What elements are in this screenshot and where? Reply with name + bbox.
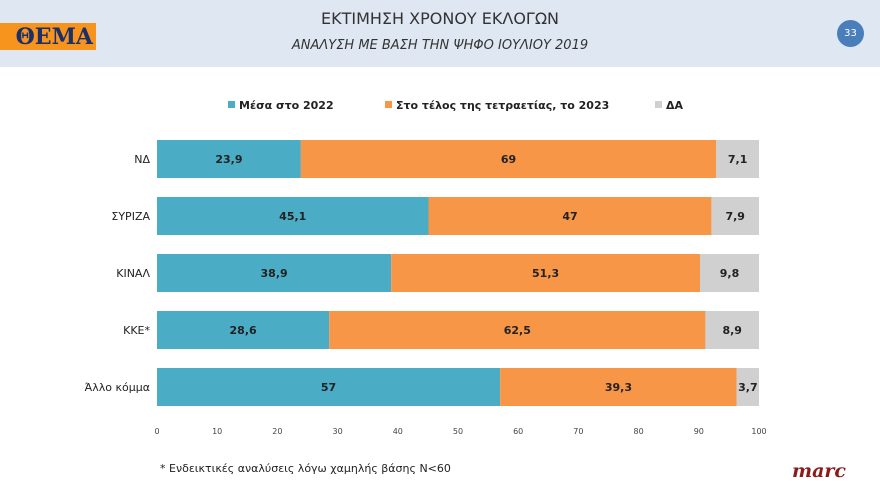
legend-swatch	[385, 101, 392, 108]
data-label: 28,6	[230, 324, 257, 337]
x-tick-label: 80	[634, 427, 644, 436]
page-number-badge: 33	[837, 20, 864, 47]
x-tick-label: 90	[694, 427, 704, 436]
data-label: 45,1	[279, 210, 306, 223]
bar-segment	[300, 140, 717, 178]
data-label: 8,9	[722, 324, 742, 337]
x-tick-label: 70	[573, 427, 583, 436]
legend-label: ΔΑ	[666, 99, 684, 112]
x-tick-label: 100	[751, 427, 766, 436]
page-title: ΕΚΤΙΜΗΣΗ ΧΡΟΝΟΥ ΕΚΛΟΓΩΝ	[320, 9, 560, 28]
bar-segment	[711, 197, 759, 235]
bar-segment	[716, 140, 759, 178]
data-label: 47	[562, 210, 577, 223]
data-label: 57	[321, 381, 336, 394]
bar-segment	[157, 140, 301, 178]
bar-segment	[157, 311, 330, 349]
bar-segment	[500, 368, 737, 406]
x-tick-label: 50	[453, 427, 463, 436]
bar-segment	[700, 254, 759, 292]
x-tick-label: 30	[333, 427, 343, 436]
bar-segment	[705, 311, 759, 349]
x-tick-label: 40	[393, 427, 403, 436]
category-label: ΚΙΝΑΛ	[116, 267, 150, 280]
category-label: ΣΥΡΙΖΑ	[111, 210, 150, 223]
category-label: ΚΚΕ*	[123, 324, 150, 337]
footnote: * Ενδεικτικές αναλύσεις λόγω χαμηλής βάσ…	[160, 462, 451, 475]
marc-logo: marc	[792, 460, 846, 482]
legend-swatch	[655, 101, 662, 108]
x-tick-label: 20	[272, 427, 282, 436]
data-label: 7,9	[725, 210, 745, 223]
x-tick-label: 10	[212, 427, 222, 436]
legend-swatch	[228, 101, 235, 108]
page-subtitle: ΑΝΑΛΥΣΗ ΜΕ ΒΑΣΗ ΤΗΝ ΨΗΦΟ ΙΟΥΛΙΟΥ 2019	[291, 38, 589, 53]
bar-segment	[391, 254, 701, 292]
logo: ΘΕΜΑ	[0, 23, 96, 50]
category-label: ΝΔ	[134, 153, 150, 166]
data-label: 7,1	[728, 153, 748, 166]
data-label: 51,3	[532, 267, 559, 280]
category-label: Άλλο κόμμα	[85, 381, 150, 394]
legend-label: Μέσα στο 2022	[239, 99, 334, 112]
x-tick-label: 0	[154, 427, 159, 436]
data-label: 38,9	[261, 267, 288, 280]
data-label: 62,5	[504, 324, 531, 337]
bar-segment	[157, 254, 392, 292]
data-label: 69	[501, 153, 516, 166]
data-label: 9,8	[720, 267, 740, 280]
header-band: ΘΕΜΑ ΕΚΤΙΜΗΣΗ ΧΡΟΝΟΥ ΕΚΛΟΓΩΝ ΑΝΑΛΥΣΗ ΜΕ …	[0, 0, 880, 67]
x-tick-label: 60	[513, 427, 523, 436]
logo-text: ΘΕΜΑ	[15, 23, 93, 50]
data-label: 23,9	[215, 153, 242, 166]
bar-segment	[329, 311, 706, 349]
bar-segment	[157, 368, 501, 406]
bar-segment	[736, 368, 759, 406]
data-label: 3,7	[738, 381, 758, 394]
bar-segment	[157, 197, 429, 235]
legend-label: Στο τέλος της τετραετίας, το 2023	[396, 99, 609, 112]
bar-segment	[428, 197, 712, 235]
data-label: 39,3	[605, 381, 632, 394]
